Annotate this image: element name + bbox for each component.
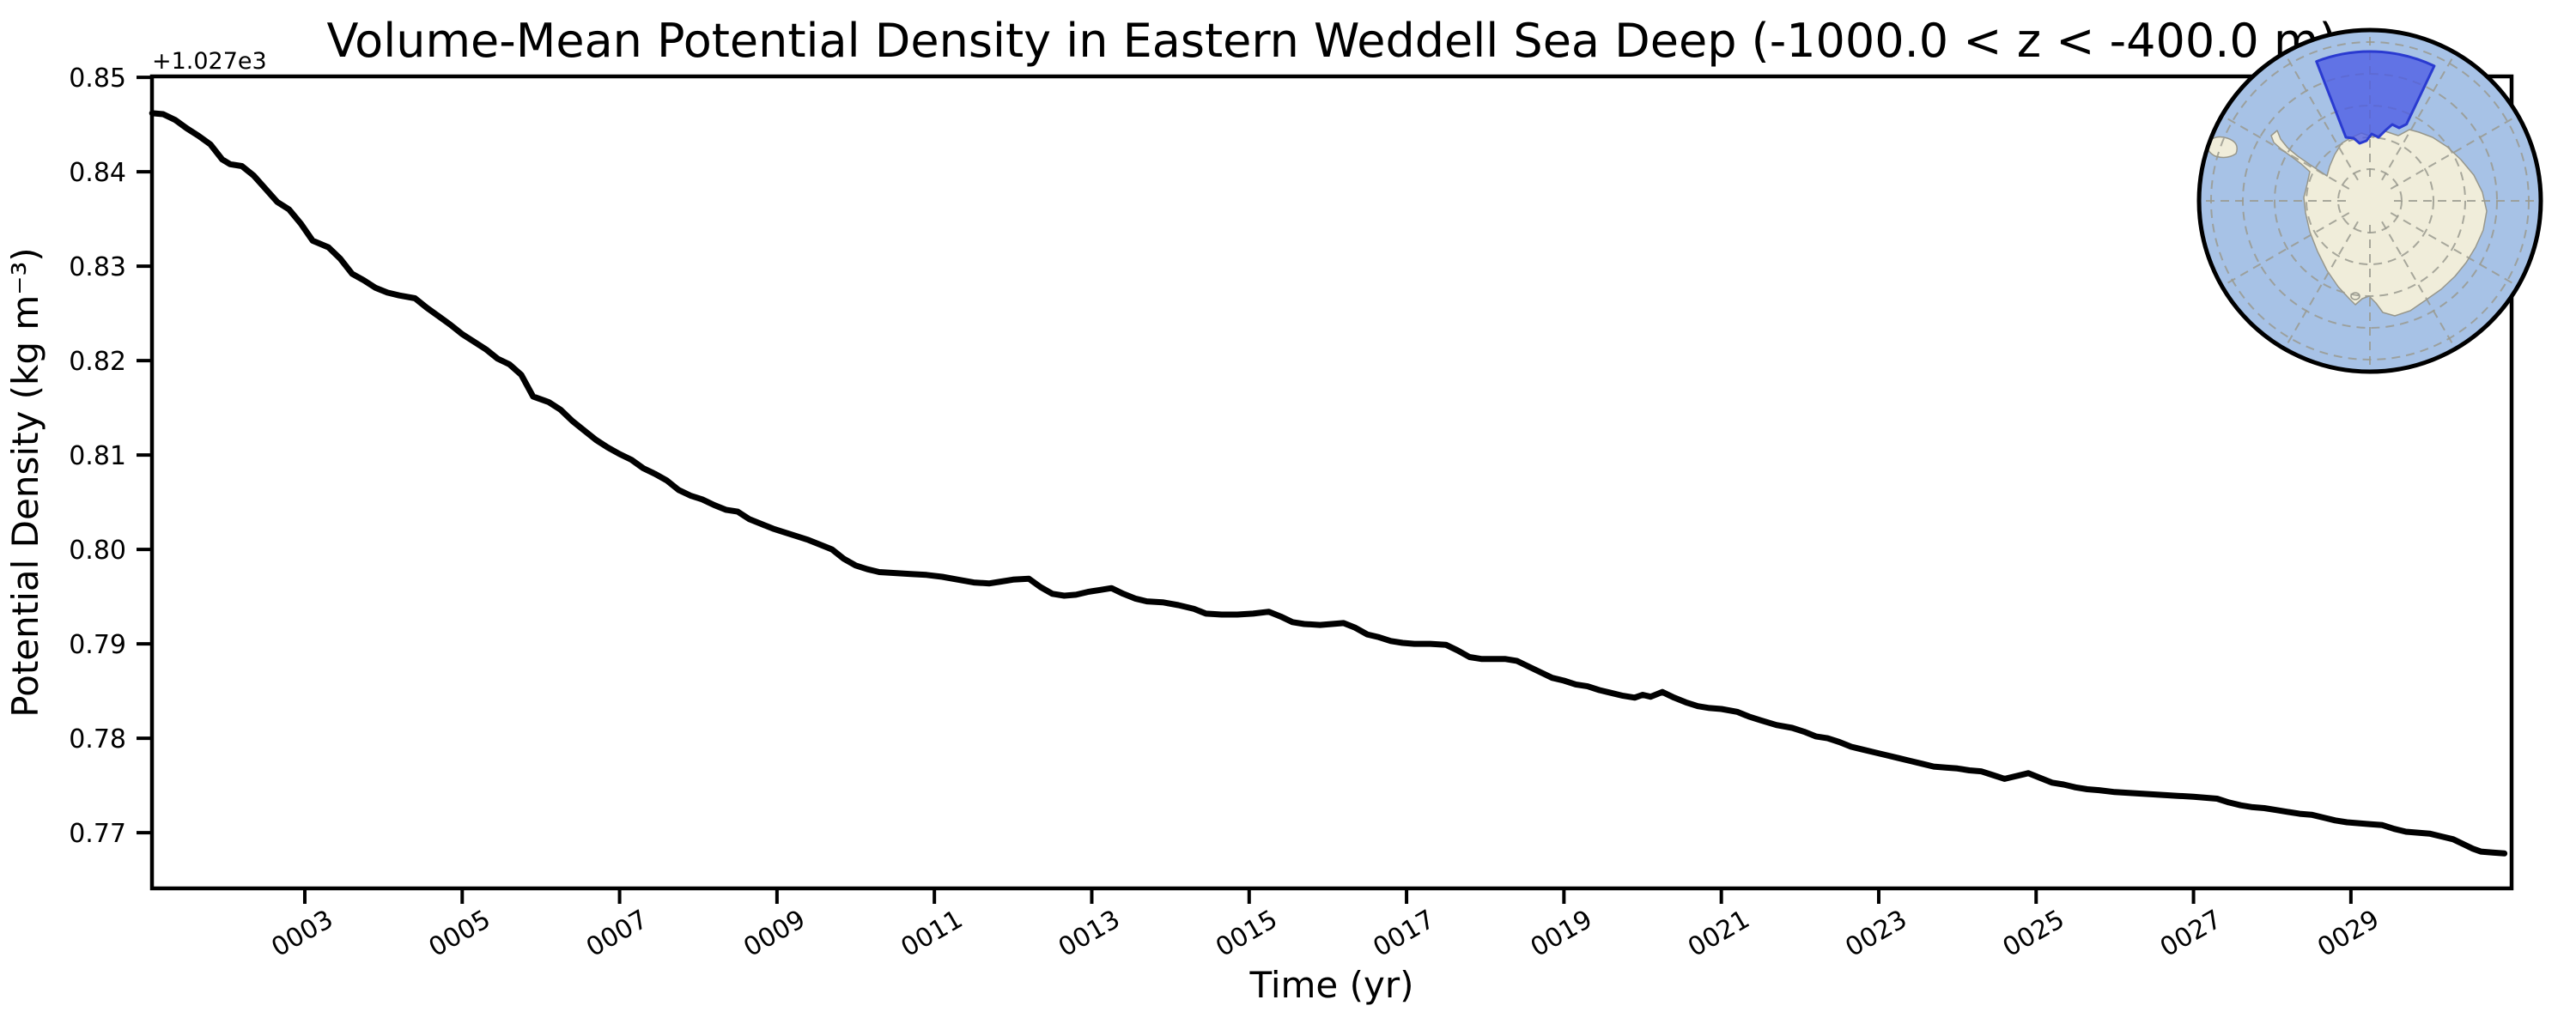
- x-axis-label: Time (yr): [1249, 964, 1413, 1006]
- x-tick-label: 0029: [2312, 905, 2385, 963]
- x-tick-label: 0023: [1840, 905, 1912, 963]
- meridian-line: [2222, 115, 2350, 190]
- x-tick-label: 0015: [1211, 905, 1283, 963]
- x-tick-label: 0011: [896, 905, 969, 963]
- y-axis-ticks: 0.77 0.78 0.79 0.80 0.81 0.82 0.83 0.84 0.85: [69, 64, 152, 849]
- x-tick-label: 0003: [266, 905, 338, 963]
- x-tick-label: 0019: [1526, 905, 1598, 963]
- density-line: [149, 110, 2508, 857]
- x-tick-label: 0027: [2155, 905, 2227, 963]
- meridian-line: [2390, 115, 2518, 190]
- x-tick-label: 0021: [1683, 905, 1755, 963]
- y-axis-label: Potential Density (kg m⁻³): [4, 247, 46, 717]
- x-tick-label: 0017: [1368, 905, 1440, 963]
- y-tick-label: 0.83: [69, 252, 126, 282]
- axes-frame: [149, 74, 2514, 891]
- inset-map: [2196, 27, 2543, 374]
- meridian-line: [2381, 221, 2456, 348]
- y-tick-label: 0.85: [69, 64, 126, 94]
- meridian-line: [2390, 212, 2518, 287]
- meridian-line: [2222, 212, 2350, 287]
- region-highlight-wedge: [2315, 50, 2436, 145]
- x-tick-label: 0013: [1054, 905, 1126, 963]
- y-axis-offset-label: +1.027e3: [152, 48, 267, 75]
- x-axis-ticks: 0003 0005 0007 0009 0011 0013 0015 0017 0019 0021…: [266, 888, 2385, 963]
- x-tick-label: 0025: [1998, 905, 2070, 963]
- latitude-circle: [2274, 105, 2466, 297]
- chart-title: Volume-Mean Potential Density in Eastern…: [326, 14, 2336, 68]
- south-america-tip: [2206, 136, 2238, 159]
- meridian-line: [2284, 53, 2359, 181]
- x-tick-label: 0007: [581, 905, 653, 963]
- y-tick-label: 0.78: [69, 724, 126, 754]
- x-tick-label: 0009: [738, 905, 811, 963]
- meridian-line: [2381, 53, 2456, 181]
- y-tick-label: 0.82: [69, 347, 126, 377]
- y-tick-label: 0.84: [69, 158, 126, 188]
- y-tick-label: 0.81: [69, 441, 126, 471]
- map-outline: [2196, 27, 2543, 374]
- y-tick-label: 0.79: [69, 630, 126, 660]
- antarctica-landmass: [2270, 129, 2488, 317]
- y-tick-label: 0.77: [69, 819, 126, 849]
- x-tick-label: 0005: [424, 905, 496, 963]
- meridian-line: [2284, 221, 2359, 348]
- y-tick-label: 0.80: [69, 536, 126, 566]
